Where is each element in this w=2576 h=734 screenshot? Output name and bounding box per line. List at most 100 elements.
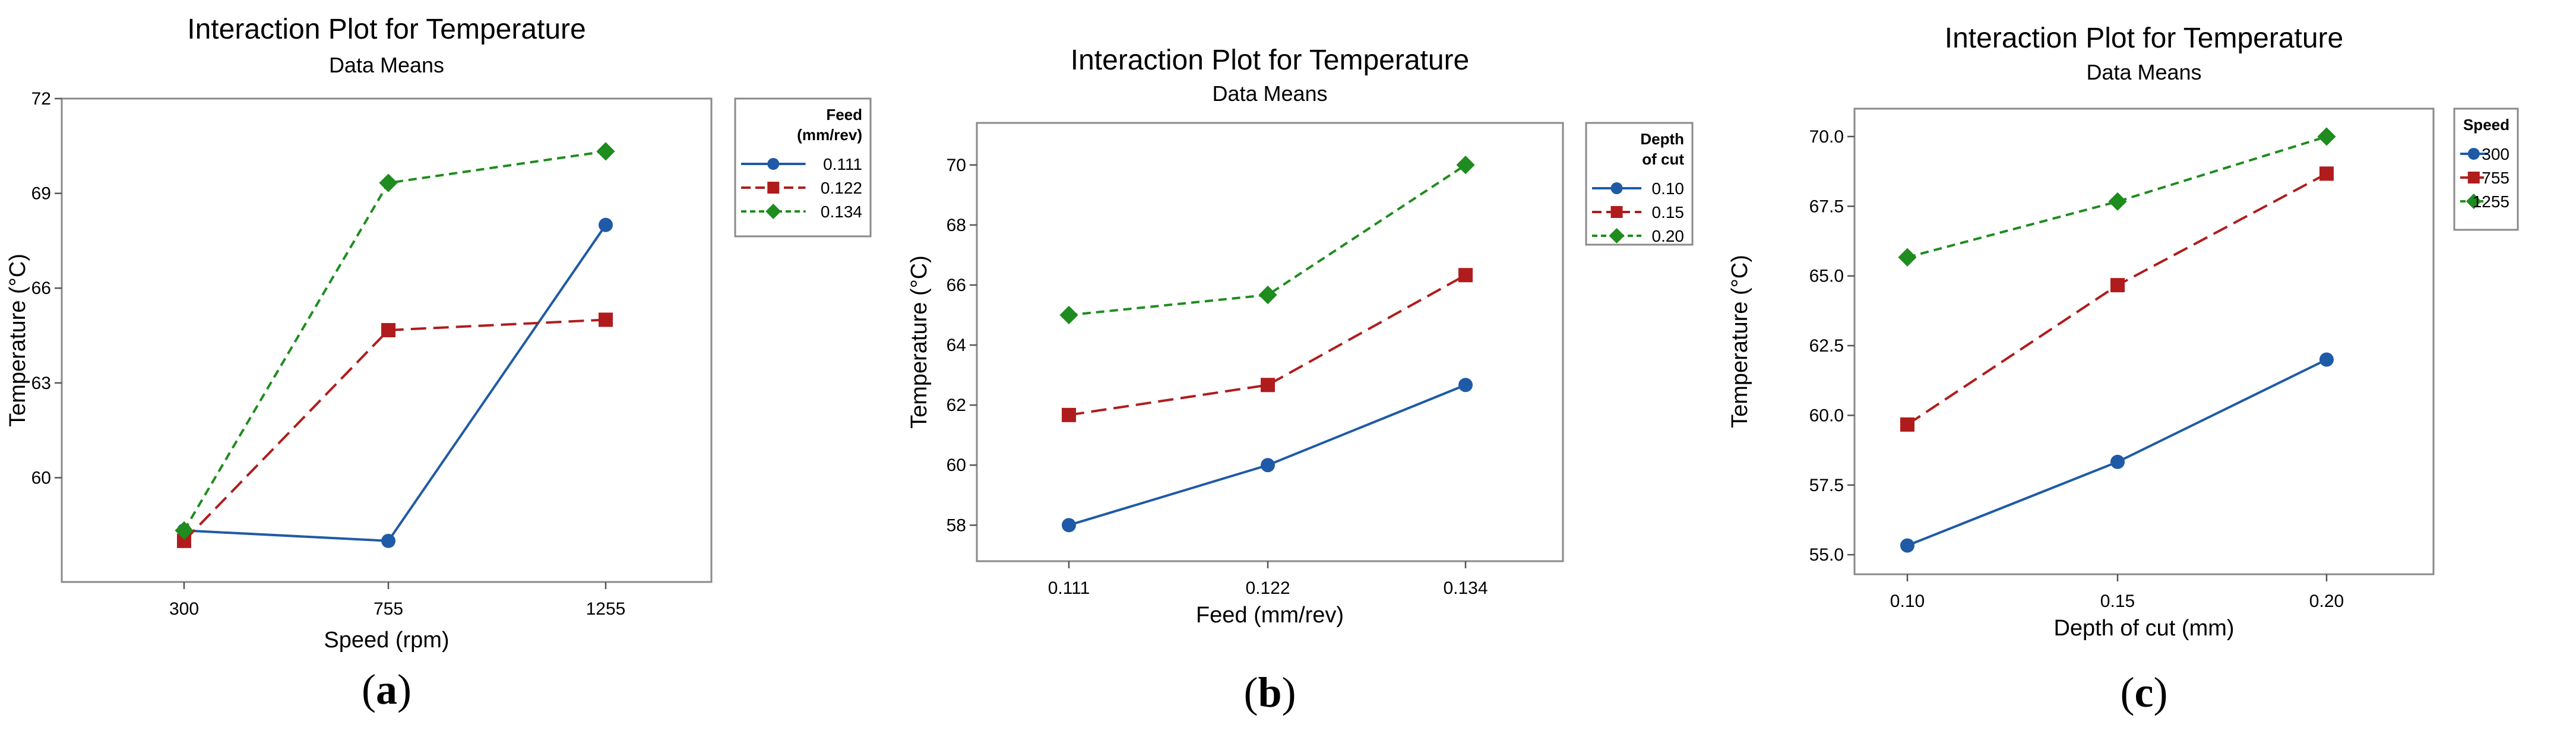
data-point-755 (1900, 417, 1914, 432)
y-tick-label: 62.5 (1809, 336, 1844, 356)
series-line-0.134 (183, 150, 606, 531)
series-line-0.15 (1068, 274, 1466, 416)
y-tick-label: 65.0 (1809, 267, 1844, 286)
legend-title: (mm/rev) (797, 126, 862, 144)
chart-subtitle: Data Means (2086, 60, 2201, 84)
data-point-0.111 (599, 217, 613, 232)
legend-item-0.134: 0.134 (821, 203, 862, 221)
y-tick-label: 66 (947, 276, 966, 295)
x-axis-label: Depth of cut (mm) (2053, 616, 2234, 641)
y-tick-label: 57.5 (1809, 476, 1844, 495)
panel-label-open: ( (2121, 669, 2135, 716)
chart-title: Interaction Plot for Temperature (187, 14, 586, 45)
data-point-0.134 (596, 142, 615, 161)
data-point-1255 (2108, 192, 2127, 211)
series-line-1255 (1907, 135, 2327, 259)
chart-title: Interaction Plot for Temperature (1945, 23, 2343, 54)
y-tick-label: 63 (31, 374, 51, 393)
data-point-0.15 (1458, 268, 1473, 283)
data-point-300 (2319, 352, 2334, 367)
y-tick-label: 64 (947, 336, 966, 355)
x-tick-label: 755 (374, 599, 403, 619)
chart-title: Interaction Plot for Temperature (1071, 45, 1469, 76)
data-point-0.20 (1456, 156, 1475, 175)
data-point-0.15 (1062, 407, 1076, 422)
legend: Depth of cut 0.10 0.15 0.20 (1585, 122, 1694, 246)
data-point-0.10 (1062, 518, 1076, 533)
panel-label-letter: b (1258, 669, 1281, 716)
legend-marker-0.10 (1610, 182, 1623, 194)
legend-marker-0.15 (1610, 206, 1623, 218)
panel-label-open: ( (1243, 669, 1258, 716)
x-tick-label: 0.111 (1048, 578, 1090, 598)
legend-marker-0.111 (767, 158, 780, 170)
x-tick-label: 0.134 (1443, 578, 1488, 598)
data-point-1255 (1898, 248, 1917, 267)
y-axis-label: Temperature (°C) (5, 254, 30, 427)
panel-label-open: ( (362, 666, 376, 713)
legend-title: Speed (2463, 116, 2509, 134)
y-tick-label: 72 (31, 89, 51, 109)
y-tick-label: 60.0 (1809, 406, 1844, 425)
legend-title: Depth (1640, 130, 1684, 148)
data-point-1255 (2317, 127, 2336, 146)
data-point-0.122 (599, 312, 613, 327)
series-line-300 (1907, 358, 2327, 547)
y-tick-label: 58 (947, 515, 966, 535)
legend-item-0.111: 0.111 (823, 155, 862, 173)
legend-marker-755 (2467, 172, 2480, 184)
x-tick-label: 0.20 (2309, 591, 2344, 611)
legend-marker-1255 (2466, 194, 2482, 209)
data-point-0.10 (1261, 458, 1275, 473)
panel-label-close: ) (397, 666, 412, 713)
x-axis-label: Speed (rpm) (324, 628, 449, 653)
data-point-0.15 (1261, 378, 1275, 393)
data-point-300 (2110, 454, 2125, 469)
legend-title: Feed (826, 106, 862, 124)
legend-marker-300 (2467, 148, 2480, 160)
y-tick-label: 60 (947, 455, 966, 475)
legend-marker-0.122 (767, 182, 780, 194)
legend-marker-0.134 (765, 204, 781, 219)
x-tick-label: 300 (169, 599, 199, 619)
panel-label-close: ) (1282, 669, 1296, 716)
y-tick-label: 68 (947, 216, 966, 235)
x-tick-label: 0.10 (1890, 591, 1925, 611)
panel-label-close: ) (2153, 669, 2167, 716)
panel-label: (c) (2121, 669, 2168, 716)
data-point-0.122 (381, 322, 395, 337)
x-tick-label: 1255 (586, 599, 626, 619)
legend-marker-0.20 (1609, 228, 1625, 243)
legend: Speed 300 755 1255 (2453, 107, 2519, 231)
plot-frame (1853, 107, 2435, 575)
chart-panel-b: Interaction Plot for Temperature Data Mea… (907, 45, 1694, 716)
y-tick-label: 66 (31, 279, 51, 298)
legend-item-0.122: 0.122 (821, 179, 862, 197)
legend: Feed (mm/rev) 0.111 0.122 0.134 (734, 97, 872, 238)
legend-box (2453, 107, 2519, 231)
series-line-0.111 (183, 224, 607, 542)
legend-title: of cut (1642, 150, 1684, 168)
y-tick-label: 62 (947, 396, 966, 415)
y-tick-label: 55.0 (1809, 545, 1844, 565)
series-line-755 (1906, 172, 2327, 426)
panel-label-letter: a (376, 666, 397, 713)
data-point-0.10 (1458, 378, 1473, 393)
data-point-0.20 (1059, 305, 1078, 325)
x-tick-label: 0.122 (1245, 578, 1290, 598)
panel-label-letter: c (2135, 669, 2154, 716)
legend-item-0.20: 0.20 (1652, 227, 1685, 245)
y-tick-label: 60 (31, 468, 51, 488)
plot-frame (61, 97, 713, 583)
legend-item-300: 300 (2482, 145, 2509, 163)
legend-item-0.10: 0.10 (1652, 179, 1685, 198)
data-point-0.20 (1258, 286, 1277, 305)
y-tick-label: 67.5 (1809, 197, 1844, 216)
panel-label: (b) (1243, 669, 1296, 716)
data-point-0.111 (381, 533, 395, 548)
y-tick-label: 69 (31, 184, 51, 204)
data-point-300 (1900, 538, 1914, 553)
y-axis-label: Temperature (°C) (1727, 255, 1752, 428)
x-tick-label: 0.15 (2100, 591, 2135, 611)
